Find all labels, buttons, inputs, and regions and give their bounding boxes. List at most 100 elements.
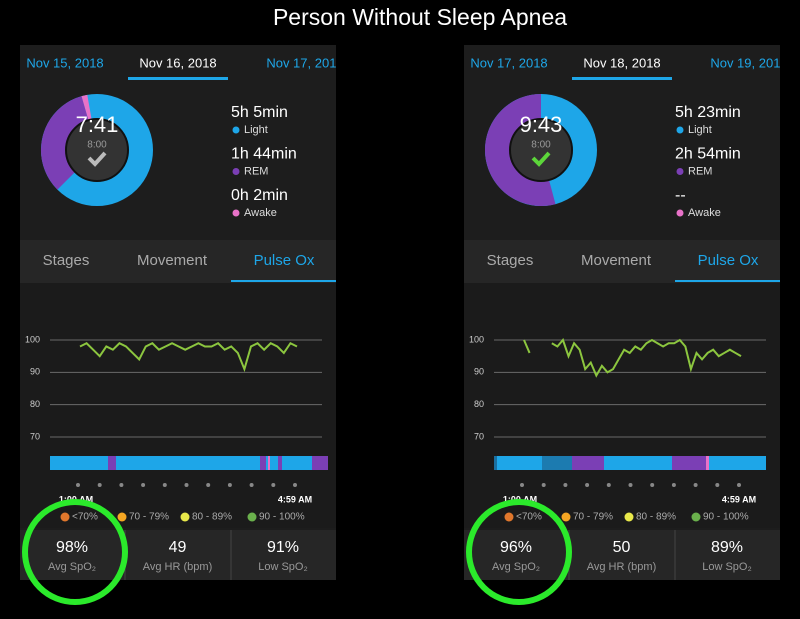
- stage-amount: 0h 2min: [231, 187, 288, 204]
- stat-label: Low SpO₂: [702, 561, 752, 573]
- view-tab[interactable]: Pulse Ox: [254, 252, 315, 269]
- tab-bar: [20, 240, 336, 283]
- legend-label: 80 - 89%: [636, 512, 676, 523]
- chart-background: [464, 283, 780, 528]
- time-dot: [293, 483, 297, 487]
- stat-value: 50: [613, 539, 631, 556]
- time-dot: [162, 483, 167, 487]
- highlight-ring: [466, 499, 572, 605]
- time-dot: [141, 483, 146, 487]
- stage-label: Awake: [244, 207, 277, 219]
- time-dot: [184, 483, 189, 487]
- y-tick-label: 100: [25, 334, 40, 344]
- stat-label: Avg SpO₂: [48, 561, 96, 573]
- stage-bar-segment: [572, 456, 604, 470]
- y-tick-label: 80: [474, 399, 484, 409]
- donut-awake: [81, 94, 92, 122]
- highlight-ring: [22, 499, 128, 605]
- legend-dot: [691, 512, 701, 522]
- stage-dot: [232, 168, 240, 175]
- time-dot: [715, 483, 720, 487]
- stage-bar-segment: [706, 456, 709, 470]
- stat-label: Avg HR (bpm): [587, 561, 656, 573]
- time-label: 4:59 AM: [278, 494, 312, 504]
- date-tab[interactable]: Nov 16, 2018: [139, 55, 216, 70]
- view-tab[interactable]: Pulse Ox: [698, 252, 759, 269]
- stat-label: Low SpO₂: [258, 561, 308, 573]
- sleep-goal: 8:00: [87, 140, 107, 151]
- tab-underline: [675, 280, 780, 282]
- stage-bar-segment: [268, 456, 270, 470]
- legend-dot: [247, 512, 257, 522]
- stats-row: [20, 530, 336, 580]
- date-tab[interactable]: Nov 19, 2018: [710, 55, 787, 70]
- stage-bar-segment: [494, 456, 497, 470]
- legend-label: 70 - 79%: [129, 512, 169, 523]
- time-dot: [76, 483, 80, 487]
- view-tab[interactable]: Stages: [487, 252, 534, 269]
- legend-label: 80 - 89%: [192, 512, 232, 523]
- time-dot: [737, 483, 741, 487]
- donut-rem: [485, 94, 556, 206]
- sleep-time: 9:43: [520, 112, 563, 137]
- stage-bar-segment: [278, 456, 282, 470]
- stage-bar-segment: [312, 456, 328, 470]
- view-tab[interactable]: Movement: [137, 252, 208, 269]
- view-tab[interactable]: Stages: [43, 252, 90, 269]
- date-tab[interactable]: Nov 15, 2018: [26, 55, 103, 70]
- stage-amount: 5h 5min: [231, 104, 288, 121]
- time-dot: [206, 483, 211, 487]
- stage-bar-segment: [108, 456, 116, 470]
- y-tick-label: 90: [30, 367, 40, 377]
- donut-center: [65, 118, 129, 182]
- phone-panel: Nov 17, 2018 Nov 18, 2018 Nov 19, 2018 9:43…: [464, 45, 787, 580]
- y-tick-label: 90: [474, 367, 484, 377]
- y-tick-label: 70: [474, 431, 484, 441]
- date-tab[interactable]: Nov 18, 2018: [583, 55, 660, 70]
- stage-bar: [50, 456, 322, 470]
- stage-dot: [232, 126, 240, 134]
- legend-dot: [180, 512, 190, 522]
- legend-label: <70%: [72, 512, 98, 523]
- time-dot: [520, 483, 524, 487]
- legend-dot: [561, 512, 571, 522]
- date-tab[interactable]: Nov 17, 2018: [470, 55, 547, 70]
- time-dot: [606, 483, 611, 487]
- time-dot: [563, 483, 568, 487]
- y-tick-label: 80: [30, 399, 40, 409]
- legend-dot: [624, 512, 634, 522]
- stage-amount: --: [675, 187, 686, 204]
- time-dot: [650, 483, 655, 487]
- time-dot: [628, 483, 633, 487]
- stage-amount: 1h 44min: [231, 146, 297, 163]
- time-dot: [585, 483, 590, 487]
- stage-amount: 2h 54min: [675, 146, 741, 163]
- stat-value: 91%: [267, 539, 299, 556]
- check-icon: [87, 151, 107, 167]
- time-dot: [227, 483, 232, 487]
- stat-value: 89%: [711, 539, 743, 556]
- phone-panel: Nov 15, 2018 Nov 16, 2018 Nov 17, 2018 7:41…: [20, 45, 343, 580]
- legend-label: 70 - 79%: [573, 512, 613, 523]
- y-tick-label: 70: [30, 431, 40, 441]
- donut-rem: [41, 96, 90, 190]
- stage-label: REM: [688, 165, 712, 177]
- date-underline: [128, 77, 228, 80]
- stage-bar-segment: [542, 456, 572, 470]
- page-title: Person Without Sleep Apnea: [273, 4, 567, 30]
- stage-bar: [494, 456, 766, 470]
- legend-dot: [504, 512, 514, 522]
- stage-label: Light: [244, 124, 268, 136]
- stat-value: 98%: [56, 539, 88, 556]
- stats-row: [464, 530, 780, 580]
- legend-label: 90 - 100%: [703, 512, 749, 523]
- date-tab[interactable]: Nov 17, 2018: [266, 55, 343, 70]
- spo2-line: [523, 338, 742, 378]
- spo2-line: [79, 341, 298, 373]
- legend-label: 90 - 100%: [259, 512, 305, 523]
- y-tick-label: 100: [469, 334, 484, 344]
- view-tab[interactable]: Movement: [581, 252, 652, 269]
- stage-bar-segment: [672, 456, 708, 470]
- chart-background: [20, 283, 336, 528]
